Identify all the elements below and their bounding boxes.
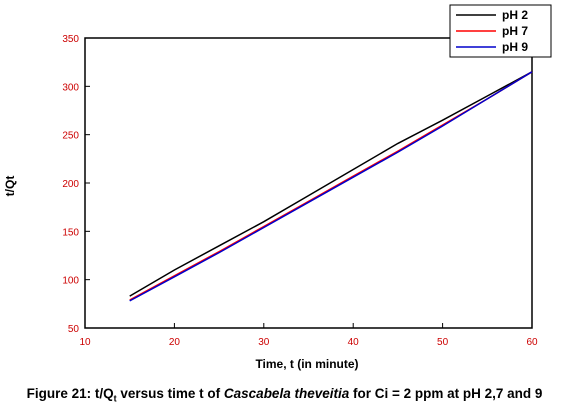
series-lines: [129, 71, 533, 302]
legend: pH 2 pH 7 pH 9: [449, 4, 552, 58]
y-tick-label: 350: [62, 34, 79, 45]
figure-caption: Figure 21: t/Qt versus time t of Cascabe…: [0, 386, 569, 404]
x-tick-label: 30: [258, 337, 270, 348]
legend-label-2: pH 7: [502, 24, 528, 38]
y-tick-label: 300: [62, 82, 79, 93]
y-axis-title: t/Qt: [3, 176, 17, 197]
y-tick-label: 200: [62, 179, 79, 190]
x-tick-label: 40: [348, 337, 360, 348]
series-line-3: [129, 71, 533, 302]
caption-middle: versus time t of: [116, 386, 224, 401]
y-tick-label: 100: [62, 276, 79, 287]
series-line-2: [129, 71, 533, 301]
y-axis-ticks: 50 100 150 200 250 300 350: [62, 34, 90, 335]
y-tick-label: 50: [68, 324, 80, 335]
plot-frame: [84, 37, 533, 329]
x-axis-ticks: 10 20 30 40 50 60: [79, 323, 538, 348]
x-tick-label: 60: [526, 337, 538, 348]
x-tick-label: 50: [437, 337, 449, 348]
line-chart: 10 20 30 40 50 60 50 100 150 200 250 300 350 Time, …: [3, 4, 552, 371]
legend-label-1: pH 2: [502, 8, 528, 22]
x-tick-label: 10: [79, 337, 91, 348]
y-tick-label: 150: [62, 227, 79, 238]
x-axis-title: Time, t (in minute): [255, 357, 358, 371]
caption-prefix: Figure 21: t/Q: [26, 386, 114, 401]
caption-subscript: t: [113, 393, 117, 404]
legend-label-3: pH 9: [502, 40, 528, 54]
plot-area-border: [84, 37, 533, 329]
caption-suffix: for Ci = 2 ppm at pH 2,7 and 9: [349, 386, 543, 401]
series-line-1: [129, 71, 533, 297]
caption-species: Cascabela theveitia: [223, 386, 350, 401]
x-tick-label: 20: [169, 337, 181, 348]
y-tick-label: 250: [62, 131, 79, 142]
